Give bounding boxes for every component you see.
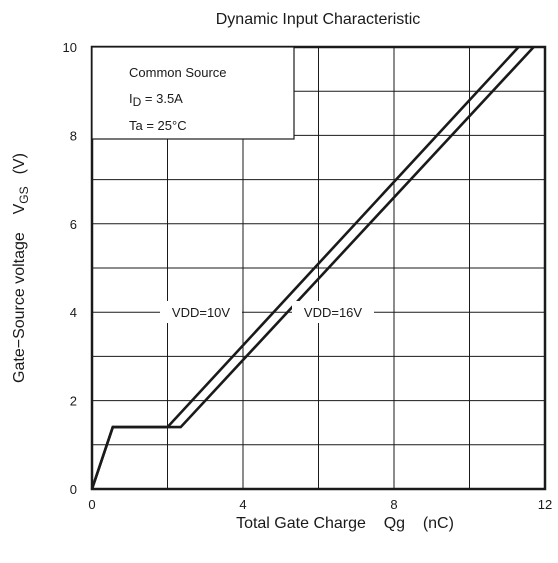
x-tick-label: 12 <box>538 497 552 512</box>
conditions-legend: Common Source ID = 3.5A Ta = 25°C <box>91 46 295 140</box>
condition-drain-current: ID = 3.5A <box>129 91 183 109</box>
grid <box>92 47 545 489</box>
x-tick-label: 0 <box>88 497 95 512</box>
condition-id-sub: D <box>133 95 142 109</box>
y-tick-label: 6 <box>70 217 77 232</box>
x-axis-label: Total Gate Charge Qg (nC) <box>236 515 454 532</box>
label-bg-vdd16 <box>292 301 374 323</box>
series-label-vdd16: VDD=16V <box>304 305 362 320</box>
y-axis-label-main: Gate−Source voltage V <box>11 203 28 383</box>
y-tick-label: 2 <box>70 394 77 409</box>
series-label-vdd10: VDD=10V <box>172 305 230 320</box>
x-tick-label: 4 <box>239 497 246 512</box>
series-line-2 <box>90 46 535 490</box>
y-tick-label: 4 <box>70 305 77 320</box>
series-group <box>90 46 535 490</box>
condition-id-main: I <box>129 91 133 106</box>
condition-id-value: = 3.5A <box>141 91 183 106</box>
y-axis-label: Gate−Source voltage VGS (V) <box>11 153 31 383</box>
y-axis-label-sub: GS <box>17 186 31 203</box>
y-tick-labels: 0 2 4 6 8 10 <box>63 40 77 497</box>
series-labels: VDD=10V VDD=16V <box>160 301 374 323</box>
y-tick-label: 10 <box>63 40 77 55</box>
x-tick-labels: 0 4 8 12 <box>88 497 552 512</box>
y-tick-label: 0 <box>70 482 77 497</box>
x-tick-label: 8 <box>390 497 397 512</box>
label-bg-vdd10 <box>160 301 242 323</box>
condition-common-source: Common Source <box>129 65 227 80</box>
conditions-box <box>91 46 295 140</box>
y-tick-label: 8 <box>70 128 77 143</box>
plot-frame <box>90 45 547 491</box>
y-axis-label-unit: (V) <box>11 153 28 174</box>
condition-temperature: Ta = 25°C <box>129 118 187 133</box>
chart-title: Dynamic Input Characteristic <box>216 11 421 28</box>
